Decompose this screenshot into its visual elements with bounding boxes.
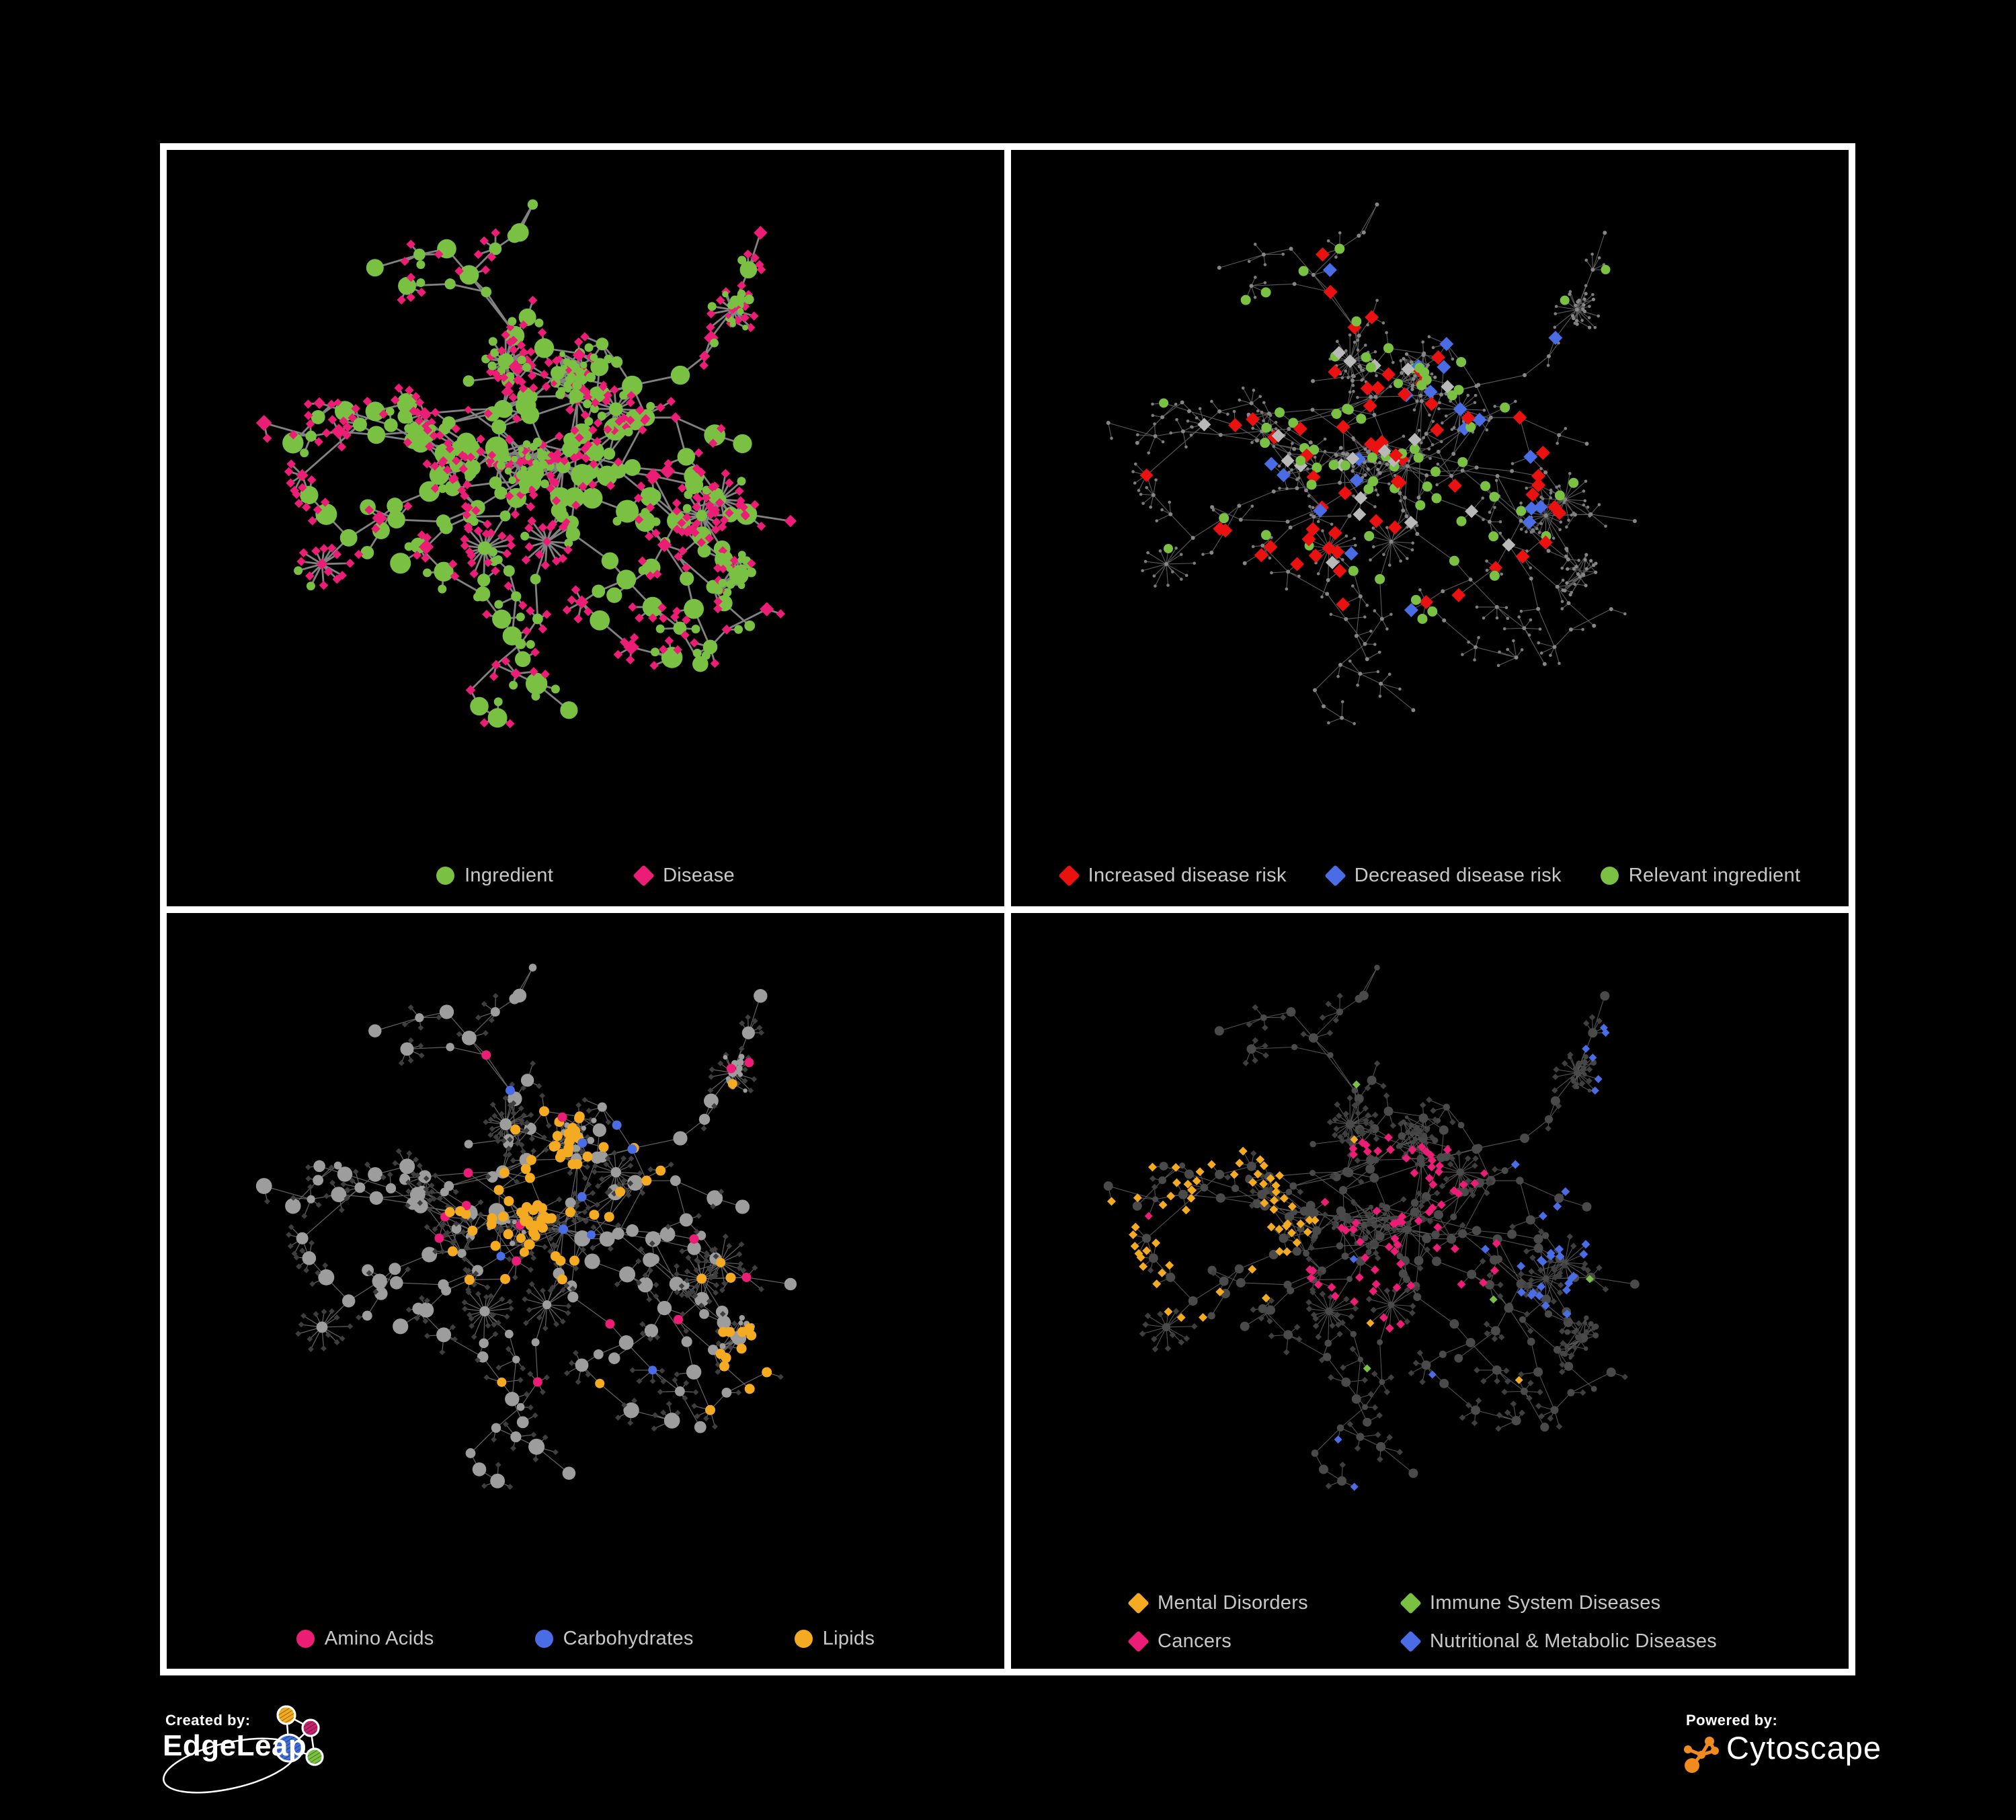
panel-disease-categories: Mental Disorders Immune System Diseases …: [1011, 912, 1849, 1669]
ingredient-marker-icon: [436, 867, 455, 885]
panel-ingredient-disease: Ingredient Disease: [167, 150, 1004, 906]
relevant-ingredient-marker-icon: [1600, 867, 1619, 885]
legend-item-carbohydrates: Carbohydrates: [534, 1627, 694, 1650]
legend-ingredient-disease: Ingredient Disease: [167, 846, 1004, 906]
legend-item-increased-risk: Increased disease risk: [1057, 865, 1287, 887]
legend-label: Carbohydrates: [563, 1627, 694, 1649]
legend-disease-risk: Increased disease risk Decreased disease…: [1011, 846, 1849, 906]
legend-item-lipids: Lipids: [794, 1627, 875, 1650]
legend-item-immune-diseases: Immune System Diseases: [1400, 1592, 1717, 1614]
amino-acids-marker-icon: [296, 1629, 315, 1648]
panel-grid: Ingredient Disease Increased disease ris…: [160, 143, 1855, 1675]
immune-diseases-marker-icon: [1400, 1592, 1422, 1614]
legend-label: Ingredient: [465, 865, 554, 886]
lipids-marker-icon: [794, 1629, 813, 1648]
increased-risk-marker-icon: [1057, 865, 1080, 887]
created-by-label: Created by:: [165, 1712, 251, 1729]
powered-by-label: Powered by:: [1686, 1712, 1778, 1729]
legend-label: Mental Disorders: [1158, 1592, 1308, 1614]
nutrient-classes-network-graph: [255, 963, 797, 1490]
legend-label: Amino Acids: [324, 1627, 434, 1649]
legend-label: Disease: [663, 865, 735, 886]
legend-nutrient-classes: Amino Acids Carbohydrates Lipids: [167, 1608, 1004, 1669]
legend-item-decreased-risk: Decreased disease risk: [1324, 865, 1562, 887]
panel-nutrient-classes: Amino Acids Carbohydrates Lipids: [167, 912, 1004, 1669]
disease-categories-network-graph: [1103, 964, 1640, 1491]
legend-label: Relevant ingredient: [1628, 865, 1801, 886]
legend-disease-categories: Mental Disorders Immune System Diseases …: [1011, 1592, 1849, 1653]
edgeleap-logo: Created by: EdgeLeap: [155, 1697, 403, 1818]
legend-label: Cancers: [1158, 1630, 1232, 1652]
legend-item-disease: Disease: [633, 865, 735, 887]
legend-label: Decreased disease risk: [1354, 865, 1562, 886]
edgeleap-network-icon: [163, 1705, 324, 1794]
cytoscape-network-icon: [1684, 1737, 1719, 1773]
decreased-risk-marker-icon: [1324, 865, 1346, 887]
panel-disease-risk: Increased disease risk Decreased disease…: [1011, 150, 1849, 906]
legend-item-cancers: Cancers: [1127, 1630, 1401, 1653]
cytoscape-wordmark: Cytoscape: [1726, 1730, 1882, 1766]
legend-item-amino-acids: Amino Acids: [296, 1628, 434, 1650]
ingredient-disease-network-graph: [255, 199, 797, 729]
legend-label: Lipids: [822, 1627, 875, 1649]
legend-item-relevant-ingredient: Relevant ingredient: [1600, 865, 1801, 887]
legend-item-mental-disorders: Mental Disorders: [1127, 1592, 1401, 1614]
legend-label: Increased disease risk: [1088, 865, 1287, 886]
disease-risk-network-graph: [1106, 202, 1637, 725]
legend-label: Nutritional & Metabolic Diseases: [1430, 1630, 1718, 1652]
cancers-marker-icon: [1127, 1630, 1150, 1653]
legend-item-ingredient: Ingredient: [436, 865, 553, 887]
mental-disorders-marker-icon: [1127, 1592, 1150, 1614]
legend-item-nutritional-metabolic: Nutritional & Metabolic Diseases: [1400, 1630, 1718, 1653]
cytoscape-logo: Powered by: Cytoscape: [1679, 1706, 1988, 1794]
nutritional-metabolic-marker-icon: [1400, 1630, 1422, 1653]
edgeleap-wordmark: EdgeLeap: [163, 1729, 307, 1762]
carbohydrates-marker-icon: [534, 1629, 553, 1648]
disease-marker-icon: [633, 865, 655, 887]
legend-label: Immune System Diseases: [1430, 1592, 1661, 1614]
